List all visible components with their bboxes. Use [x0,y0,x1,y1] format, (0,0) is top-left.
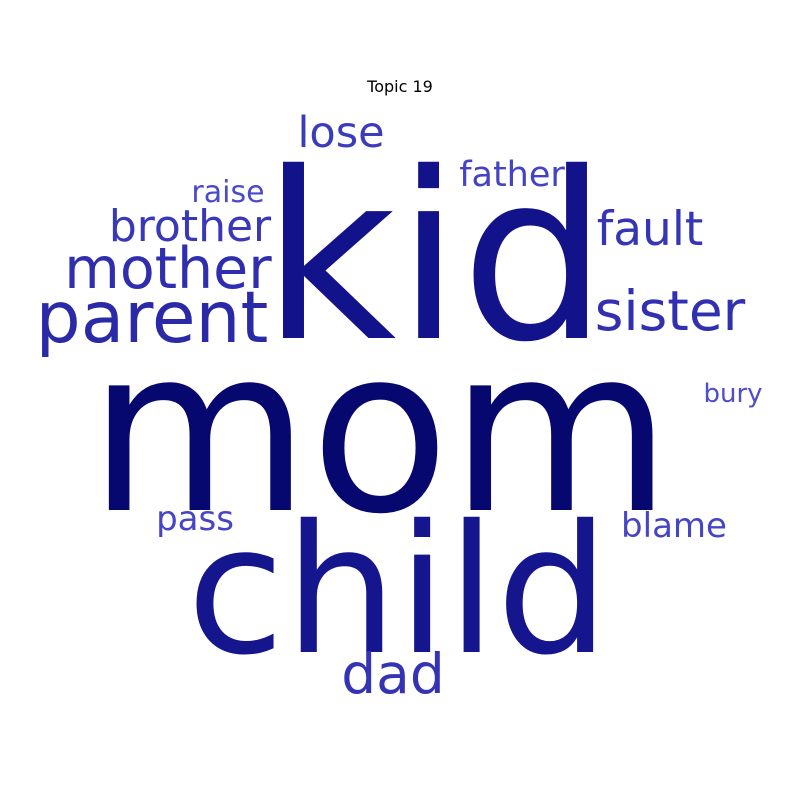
word-father: father [459,155,565,195]
word-raise: raise [191,175,264,210]
word-blame: blame [621,506,727,546]
word-lose: lose [297,108,384,158]
word-kid: kid [262,123,608,393]
word-bury: bury [703,379,762,409]
word-dad: dad [341,642,445,706]
word-fault: fault [597,202,704,257]
word-pass: pass [156,499,234,539]
word-brother: brother [109,201,272,252]
word-mother: mother [64,236,272,302]
chart-title: Topic 19 [366,77,433,96]
word-parent: parent [36,276,269,359]
word-sister: sister [595,279,746,343]
word-child: child [187,487,610,694]
word-mom: mom [88,298,672,564]
